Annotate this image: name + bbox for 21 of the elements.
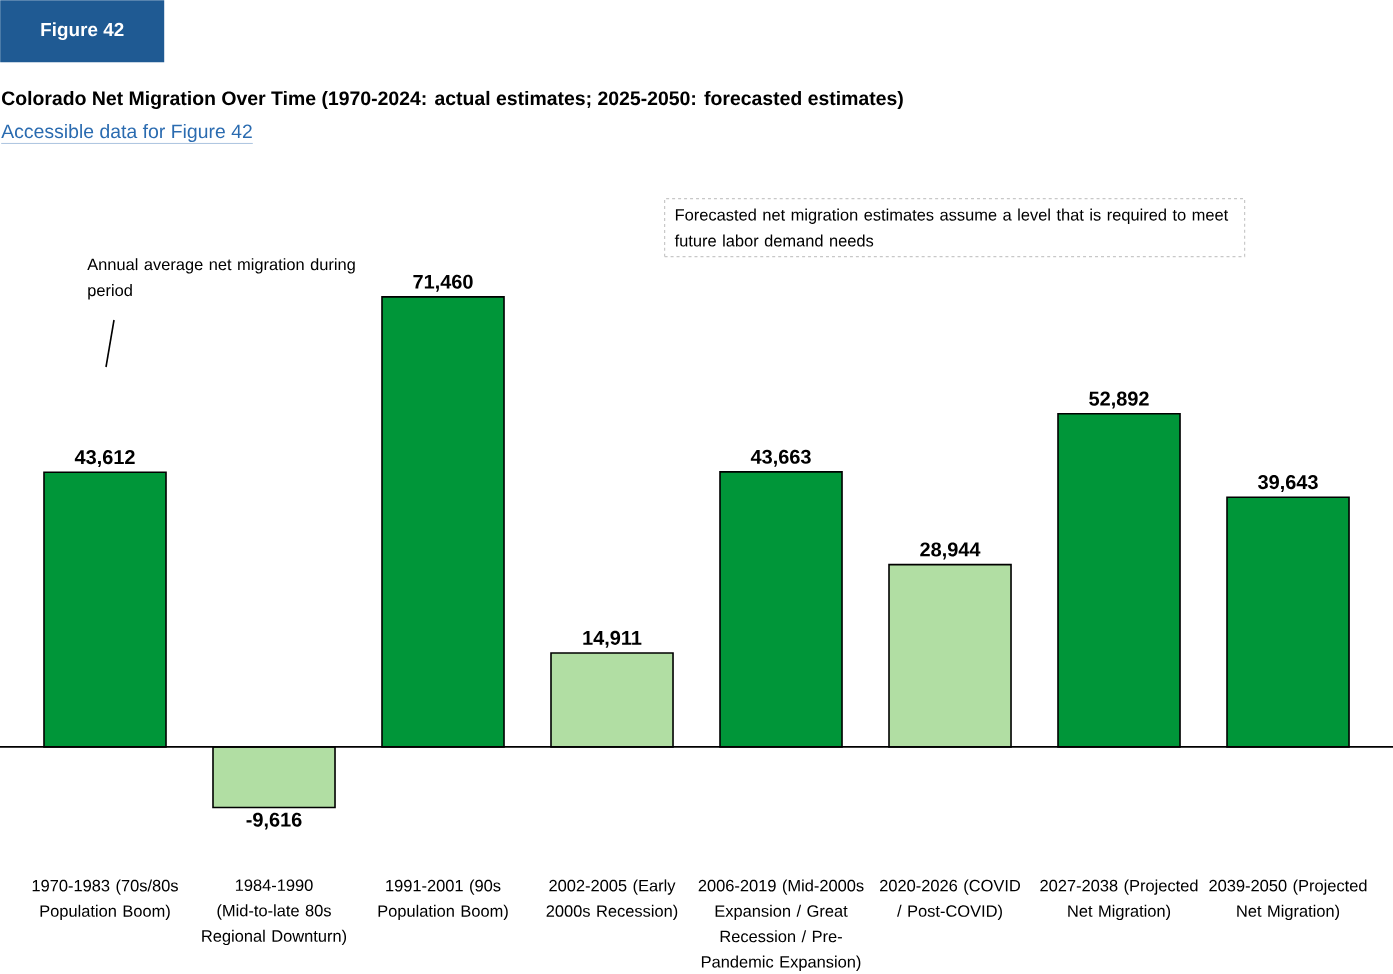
caption: Figure 42 (41, 22, 124, 41)
data-label: 39,643 (1258, 475, 1318, 493)
data-label: 43,663 (750, 449, 811, 467)
x-tick-label: 2039-2050 (Projected Net Migration) (1209, 879, 1367, 921)
text: Accessible data for Figure 42 (1, 123, 252, 143)
chart-title: Colorado Net Migration Over Time (1970-2024: actual estimates; 2025-2050: forecasted estimates) (2, 90, 903, 110)
text: Forecasted net migration estimates assume a level that is required to meet future labor demand needs (674, 208, 1229, 247)
x-tick-label: 1984-1990 (Mid-to-late 80s Regional Downturn) (202, 879, 347, 946)
annotation: Annual average net migration during period (87, 258, 355, 300)
x-tick-label: 1991-2001 (90s Population Boom) (378, 879, 508, 921)
x-tick-label: 2020-2026 (COVID / Post-COVID) (880, 879, 1021, 921)
x-tick-label: 1970-1983 (70s/80s Population Boom) (32, 879, 178, 921)
x-tick-label: 2002-2005 (Early 2000s Recession) (546, 879, 678, 921)
data-label: -9,616 (246, 812, 302, 830)
data-label: 52,892 (1089, 391, 1149, 409)
x-tick-label: 2006-2019 (Mid-2000s Expansion / Great Recession / Pre-Pandemic Expansion) (698, 879, 864, 971)
data-label: 14,911 (583, 630, 642, 648)
x-tick-label: 2027-2038 (Projected Net Migration) (1040, 879, 1198, 921)
data-label: 28,944 (920, 542, 981, 560)
data-label: 71,460 (413, 274, 473, 292)
data-label: 43,612 (74, 450, 135, 468)
